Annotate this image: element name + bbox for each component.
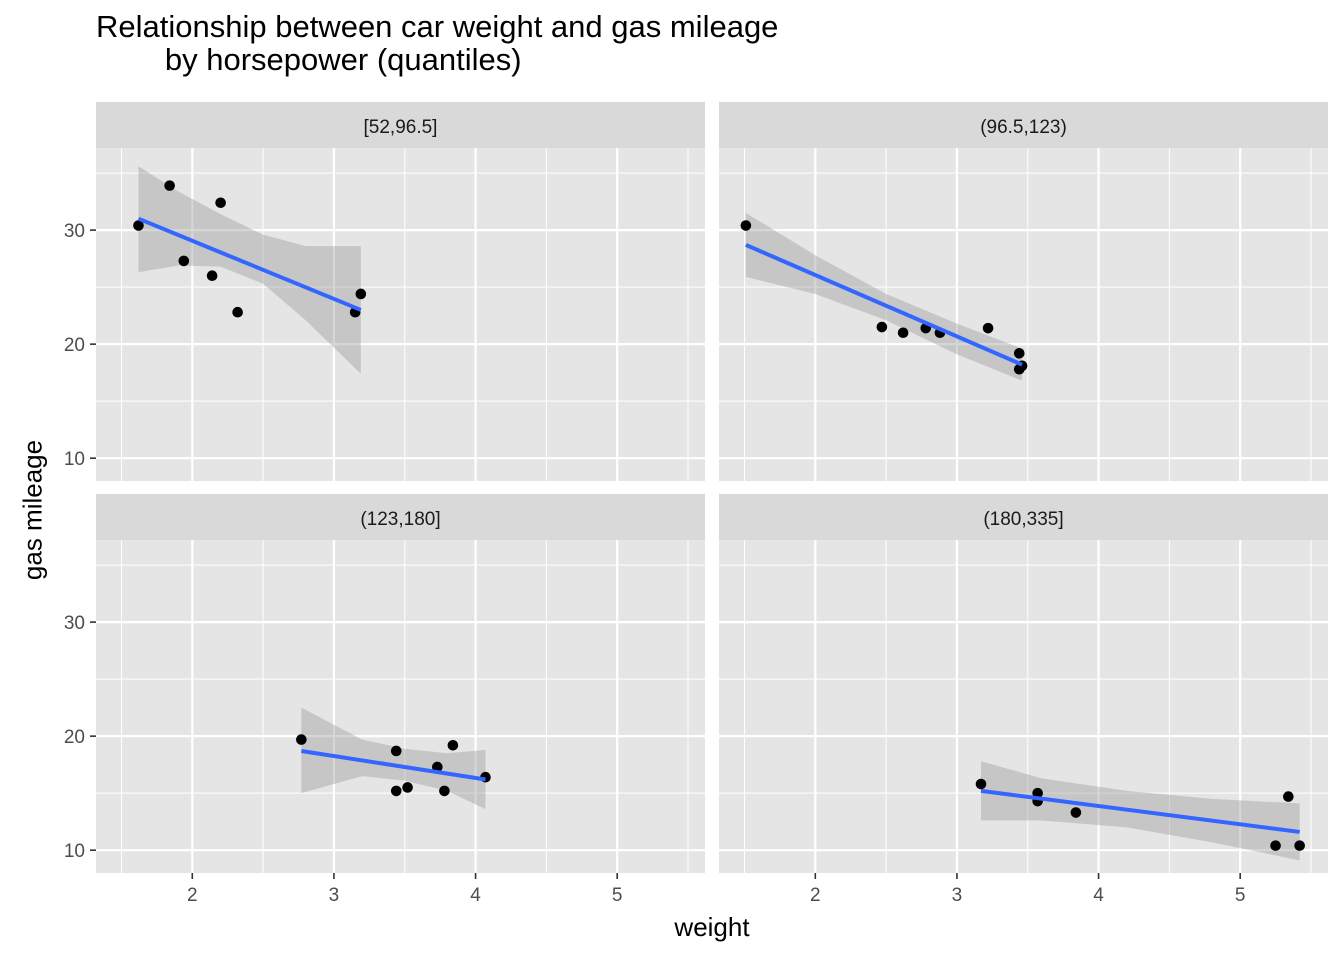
facet-strip-label: (96.5,123) bbox=[980, 117, 1067, 138]
data-point bbox=[897, 327, 909, 339]
facet-strip-label: (123,180] bbox=[360, 509, 440, 530]
y-tick-label: 30 bbox=[64, 613, 85, 634]
facet-panel-1: [52,96.5] 10 20 30 bbox=[64, 102, 705, 481]
data-point bbox=[390, 745, 402, 757]
facet-strip-label: (180,335] bbox=[983, 509, 1063, 530]
x-tick-label: 3 bbox=[329, 885, 340, 906]
data-point bbox=[206, 270, 218, 282]
x-axis-label: weight bbox=[674, 912, 750, 942]
confidence-band bbox=[138, 166, 361, 374]
y-tick-label: 20 bbox=[64, 335, 85, 356]
data-point bbox=[133, 220, 144, 231]
data-point bbox=[740, 220, 752, 231]
data-point bbox=[447, 739, 459, 751]
facet-panel-2: (96.5,123) bbox=[719, 102, 1328, 481]
x-tick-label: 2 bbox=[187, 885, 198, 906]
facet-strip bbox=[719, 494, 1328, 540]
facet-strip bbox=[96, 102, 705, 148]
y-tick-label: 10 bbox=[64, 841, 85, 862]
facet-strip bbox=[719, 102, 1328, 148]
y-tick-label: 30 bbox=[64, 221, 85, 242]
data-point bbox=[355, 288, 367, 300]
data-point bbox=[1070, 807, 1082, 818]
y-tick-label: 10 bbox=[64, 449, 85, 470]
data-point bbox=[975, 778, 987, 790]
x-tick-label: 4 bbox=[1093, 885, 1104, 906]
data-point bbox=[215, 197, 226, 209]
chart-title: Relationship between car weight and gas … bbox=[96, 9, 779, 77]
data-point bbox=[432, 761, 443, 773]
panel-background bbox=[96, 148, 705, 481]
confidence-band bbox=[745, 213, 1023, 381]
data-point bbox=[1270, 840, 1281, 851]
x-tick-label: 2 bbox=[810, 885, 821, 906]
panel-background bbox=[96, 540, 705, 873]
panel-background bbox=[719, 540, 1328, 873]
data-point bbox=[1013, 347, 1025, 359]
regression-line bbox=[301, 748, 486, 782]
data-point bbox=[1294, 840, 1305, 851]
panel-background bbox=[719, 148, 1328, 481]
x-tick-label: 4 bbox=[470, 885, 481, 906]
x-tick-label: 5 bbox=[612, 885, 623, 906]
data-point bbox=[876, 321, 888, 333]
facet-strip bbox=[96, 494, 705, 540]
data-point bbox=[982, 322, 994, 334]
facet-panel-3: (123,180] 10 20 30 2 3 4 5 bbox=[64, 494, 705, 906]
data-point bbox=[232, 306, 243, 318]
data-point bbox=[439, 785, 450, 797]
data-point bbox=[296, 734, 307, 745]
data-point bbox=[1283, 791, 1294, 802]
x-tick-label: 5 bbox=[1235, 885, 1246, 906]
regression-line bbox=[745, 243, 1023, 367]
data-point bbox=[178, 255, 190, 267]
y-tick-label: 20 bbox=[64, 727, 85, 748]
data-point bbox=[390, 785, 402, 797]
data-point bbox=[164, 180, 175, 191]
regression-line bbox=[137, 216, 362, 312]
facet-panel-4: (180,335] 2 3 4 5 bbox=[719, 494, 1328, 906]
confidence-band bbox=[301, 707, 486, 810]
x-tick-label: 3 bbox=[952, 885, 963, 906]
data-point bbox=[402, 782, 413, 793]
facet-strip-label: [52,96.5] bbox=[364, 117, 438, 138]
data-point bbox=[1032, 787, 1043, 799]
regression-line bbox=[980, 788, 1300, 834]
